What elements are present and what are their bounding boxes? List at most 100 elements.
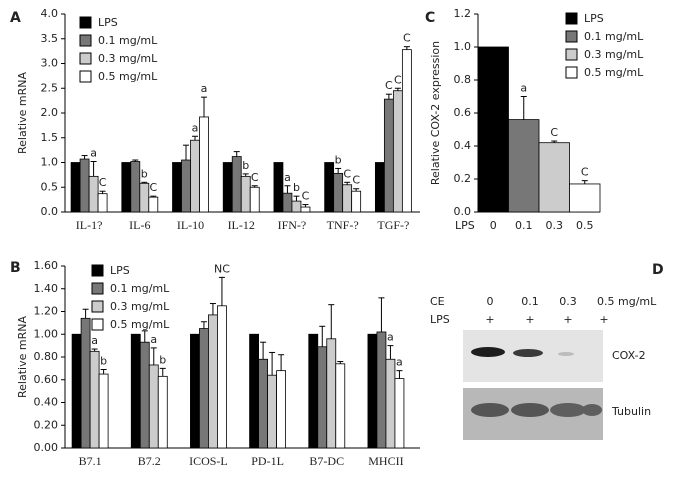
x-tick-label: TNF-? bbox=[327, 218, 359, 232]
significance-label: a bbox=[284, 171, 291, 184]
x-tick-label: IL-6 bbox=[129, 218, 150, 232]
y-tick-label: 0.4 bbox=[454, 139, 472, 152]
y-tick-label: 1.2 bbox=[454, 7, 472, 20]
bar bbox=[199, 328, 209, 449]
bar bbox=[401, 49, 412, 213]
y-tick-label: 1.20 bbox=[34, 305, 59, 318]
bar bbox=[80, 317, 91, 449]
y-tick-label: 3.5 bbox=[41, 32, 59, 45]
y-tick-label: 1.00 bbox=[34, 327, 59, 340]
bar bbox=[181, 159, 191, 213]
band bbox=[582, 404, 602, 416]
bar bbox=[394, 378, 405, 449]
significance-label: a bbox=[90, 147, 97, 160]
bar bbox=[282, 192, 293, 213]
significance-label: a bbox=[520, 82, 527, 95]
significance-label: a bbox=[192, 121, 199, 134]
bar bbox=[342, 184, 353, 213]
panel-label: A bbox=[10, 10, 21, 26]
y-tick-label: 3.0 bbox=[41, 57, 59, 70]
y-tick-label: 0.6 bbox=[454, 106, 472, 119]
band bbox=[550, 403, 586, 417]
legend-label: 0.5 mg/mL bbox=[110, 318, 170, 331]
x-tick-label: PD-1L bbox=[251, 454, 284, 468]
y-tick-label: 2.5 bbox=[41, 81, 59, 94]
bar bbox=[190, 139, 200, 213]
legend-swatch bbox=[565, 66, 578, 79]
y-tick-label: 0.80 bbox=[34, 350, 59, 363]
significance-label: b bbox=[293, 181, 300, 194]
band bbox=[471, 403, 509, 417]
band-label: Tubulin bbox=[611, 405, 651, 418]
bar bbox=[97, 193, 108, 213]
lps-label: LPS bbox=[430, 313, 450, 326]
y-axis-label: Relative COX-2 expression bbox=[429, 41, 442, 185]
x-tick-label: 0.1 bbox=[515, 219, 533, 232]
legend-label: 0.5 mg/mL bbox=[98, 70, 158, 83]
bar bbox=[249, 186, 260, 213]
bar bbox=[333, 172, 344, 213]
significance-label: C bbox=[343, 167, 351, 180]
bar bbox=[317, 346, 328, 449]
bar bbox=[258, 358, 269, 449]
x-tick-label: 0.5 bbox=[576, 219, 594, 232]
legend-swatch bbox=[79, 16, 92, 29]
x-tick-label: TGF-? bbox=[377, 218, 409, 232]
significance-label: C bbox=[403, 32, 411, 45]
bar bbox=[308, 333, 319, 449]
panel-label: D bbox=[652, 262, 664, 278]
legend-swatch bbox=[565, 48, 578, 61]
band-label: COX-2 bbox=[612, 349, 646, 362]
bar bbox=[208, 314, 218, 449]
x-tick-label: 0 bbox=[490, 219, 497, 232]
y-tick-label: 0.20 bbox=[34, 418, 59, 431]
bar bbox=[276, 370, 287, 449]
y-tick-label: 1.0 bbox=[41, 156, 59, 169]
bar bbox=[148, 364, 159, 449]
significance-label: b bbox=[335, 153, 342, 166]
bar bbox=[508, 119, 540, 213]
bar bbox=[376, 331, 387, 449]
bar bbox=[324, 162, 335, 213]
y-tick-label: 1.60 bbox=[34, 259, 59, 272]
significance-label: C bbox=[149, 181, 157, 194]
legend-label: 0.3 mg/mL bbox=[584, 48, 644, 61]
bar bbox=[326, 338, 337, 449]
bar bbox=[70, 162, 81, 213]
legend-swatch bbox=[91, 264, 104, 277]
dose-label: 0 bbox=[487, 295, 494, 308]
legend-label: LPS bbox=[98, 16, 118, 29]
x-tick-label: MHCII bbox=[368, 454, 403, 468]
legend-label: 0.5 mg/mL bbox=[584, 66, 644, 79]
bar bbox=[222, 162, 233, 213]
bar bbox=[130, 161, 141, 213]
x-tick-label: B7.2 bbox=[138, 454, 161, 468]
significance-label: a bbox=[91, 334, 98, 347]
dose-label: 0.1 bbox=[521, 295, 539, 308]
y-tick-label: 0.8 bbox=[454, 73, 472, 86]
legend-swatch bbox=[565, 30, 578, 43]
bar bbox=[273, 162, 284, 213]
bar bbox=[374, 162, 385, 213]
y-axis-label: Relative mRNA bbox=[16, 316, 29, 398]
significance-label: C bbox=[352, 174, 360, 187]
significance-label: a bbox=[150, 333, 157, 346]
y-axis-label: Relative mRNA bbox=[16, 72, 29, 154]
bar bbox=[217, 305, 227, 449]
significance-label: a bbox=[387, 331, 394, 344]
y-tick-label: 1.0 bbox=[454, 40, 472, 53]
significance-label: b bbox=[141, 167, 148, 180]
legend-swatch bbox=[91, 318, 104, 331]
dose-label: 0.3 bbox=[559, 295, 577, 308]
x-tick-label: B7-DC bbox=[309, 454, 344, 468]
significance-label: C bbox=[394, 73, 402, 86]
significance-label: C bbox=[385, 79, 393, 92]
lps-sign: + bbox=[599, 313, 608, 326]
bar bbox=[383, 98, 394, 213]
significance-label: C bbox=[99, 176, 107, 189]
bar bbox=[172, 162, 182, 213]
bar bbox=[267, 374, 278, 449]
bar bbox=[88, 175, 99, 213]
significance-label: a bbox=[396, 356, 403, 369]
